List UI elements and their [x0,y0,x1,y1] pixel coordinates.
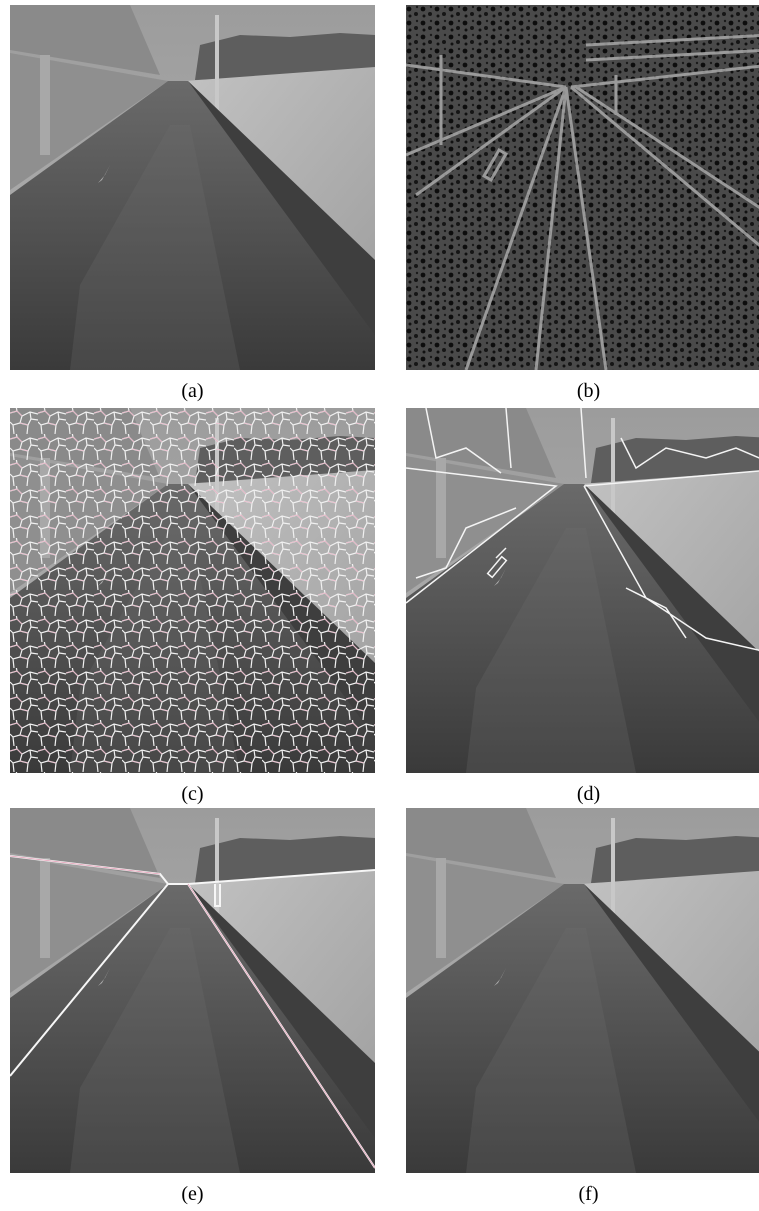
image-e [10,808,375,1173]
image-a [10,5,375,370]
caption: (e) [10,1183,375,1206]
caption: (f) [406,1183,759,1206]
caption: (c) [10,783,375,806]
caption: (a) [10,380,375,403]
image-b [406,5,759,370]
image-d [406,408,759,773]
figure: {"panels": [{"label": "(a)"}, {"label": … [0,0,759,1211]
caption: (b) [406,380,759,403]
caption: (d) [406,783,759,806]
image-c [10,408,375,773]
image-f [406,808,759,1173]
